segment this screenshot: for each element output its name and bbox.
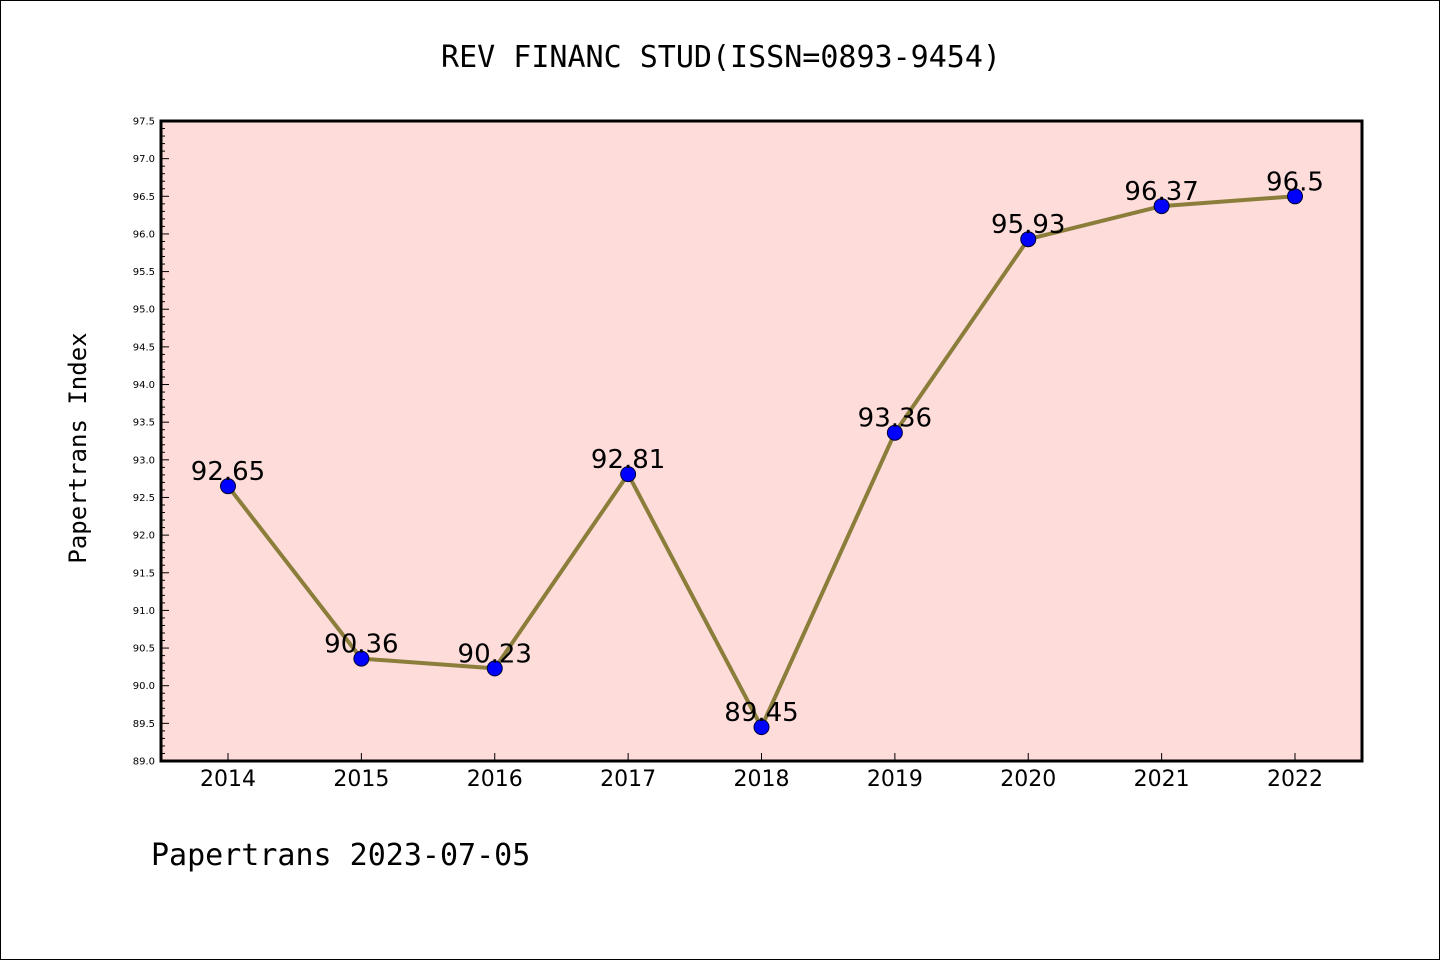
y-tick-label: 95.5 — [133, 267, 155, 278]
y-tick-label: 91.5 — [133, 568, 155, 579]
data-label: 92.81 — [591, 445, 665, 475]
y-axis-label: Papertrans Index — [64, 332, 92, 563]
data-point — [1153, 198, 1170, 215]
y-tick-label: 93.0 — [133, 455, 155, 466]
data-point — [353, 650, 370, 667]
y-tick-label: 90.0 — [133, 681, 155, 692]
y-tick-label: 94.5 — [133, 342, 155, 353]
data-point — [886, 424, 903, 441]
y-tick-label: 93.5 — [133, 418, 155, 429]
x-tick-label: 2021 — [1134, 767, 1190, 792]
y-tick-label: 89.5 — [133, 719, 155, 730]
y-tick-label: 96.5 — [133, 192, 155, 203]
data-label: 89.45 — [724, 698, 798, 728]
y-tick-label: 90.5 — [133, 644, 155, 655]
data-point — [486, 660, 503, 677]
y-tick-label: 97.0 — [133, 154, 155, 165]
plot-area — [161, 121, 1362, 761]
y-tick-label: 92.0 — [133, 531, 155, 542]
x-tick-label: 2019 — [867, 767, 923, 792]
y-tick-label: 91.0 — [133, 606, 155, 617]
y-tick-label: 92.5 — [133, 493, 155, 504]
y-tick-label: 94.0 — [133, 380, 155, 391]
data-label: 96.5 — [1266, 167, 1324, 197]
data-point — [620, 466, 637, 483]
data-label: 92.65 — [191, 457, 265, 487]
y-tick-label: 96.0 — [133, 229, 155, 240]
data-point — [220, 478, 236, 495]
data-point — [1020, 231, 1037, 248]
x-tick-label: 2016 — [467, 767, 523, 792]
data-label: 95.93 — [991, 210, 1065, 240]
chart-title: REV FINANC STUD(ISSN=0893-9454) — [441, 40, 1001, 75]
data-label: 90.36 — [324, 630, 398, 660]
x-tick-label: 2015 — [333, 767, 389, 792]
x-axis: 2014 2015 2016 2017 2018 2019 2020 2021 2022 — [200, 753, 1323, 792]
y-tick-label: 97.5 — [133, 117, 155, 128]
x-tick-label: 2022 — [1267, 767, 1323, 792]
data-point — [753, 719, 770, 736]
x-tick-label: 2014 — [200, 767, 256, 792]
data-label: 93.36 — [858, 404, 932, 434]
y-tick-label: 95.0 — [133, 305, 155, 316]
data-point — [1287, 188, 1303, 205]
x-tick-label: 2020 — [1000, 767, 1056, 792]
data-label: 96.37 — [1124, 177, 1198, 207]
x-tick-label: 2018 — [734, 767, 790, 792]
y-tick-label: 89.0 — [133, 757, 155, 768]
x-tick-label: 2017 — [600, 767, 656, 792]
data-label: 90.23 — [458, 639, 532, 669]
plot-border — [159, 119, 1364, 763]
series-line-group: 92.65 90.36 90.23 92.81 89.45 93.36 95.93 96.37… — [191, 167, 1324, 736]
footer-text: Papertrans 2023-07-05 — [151, 838, 530, 873]
